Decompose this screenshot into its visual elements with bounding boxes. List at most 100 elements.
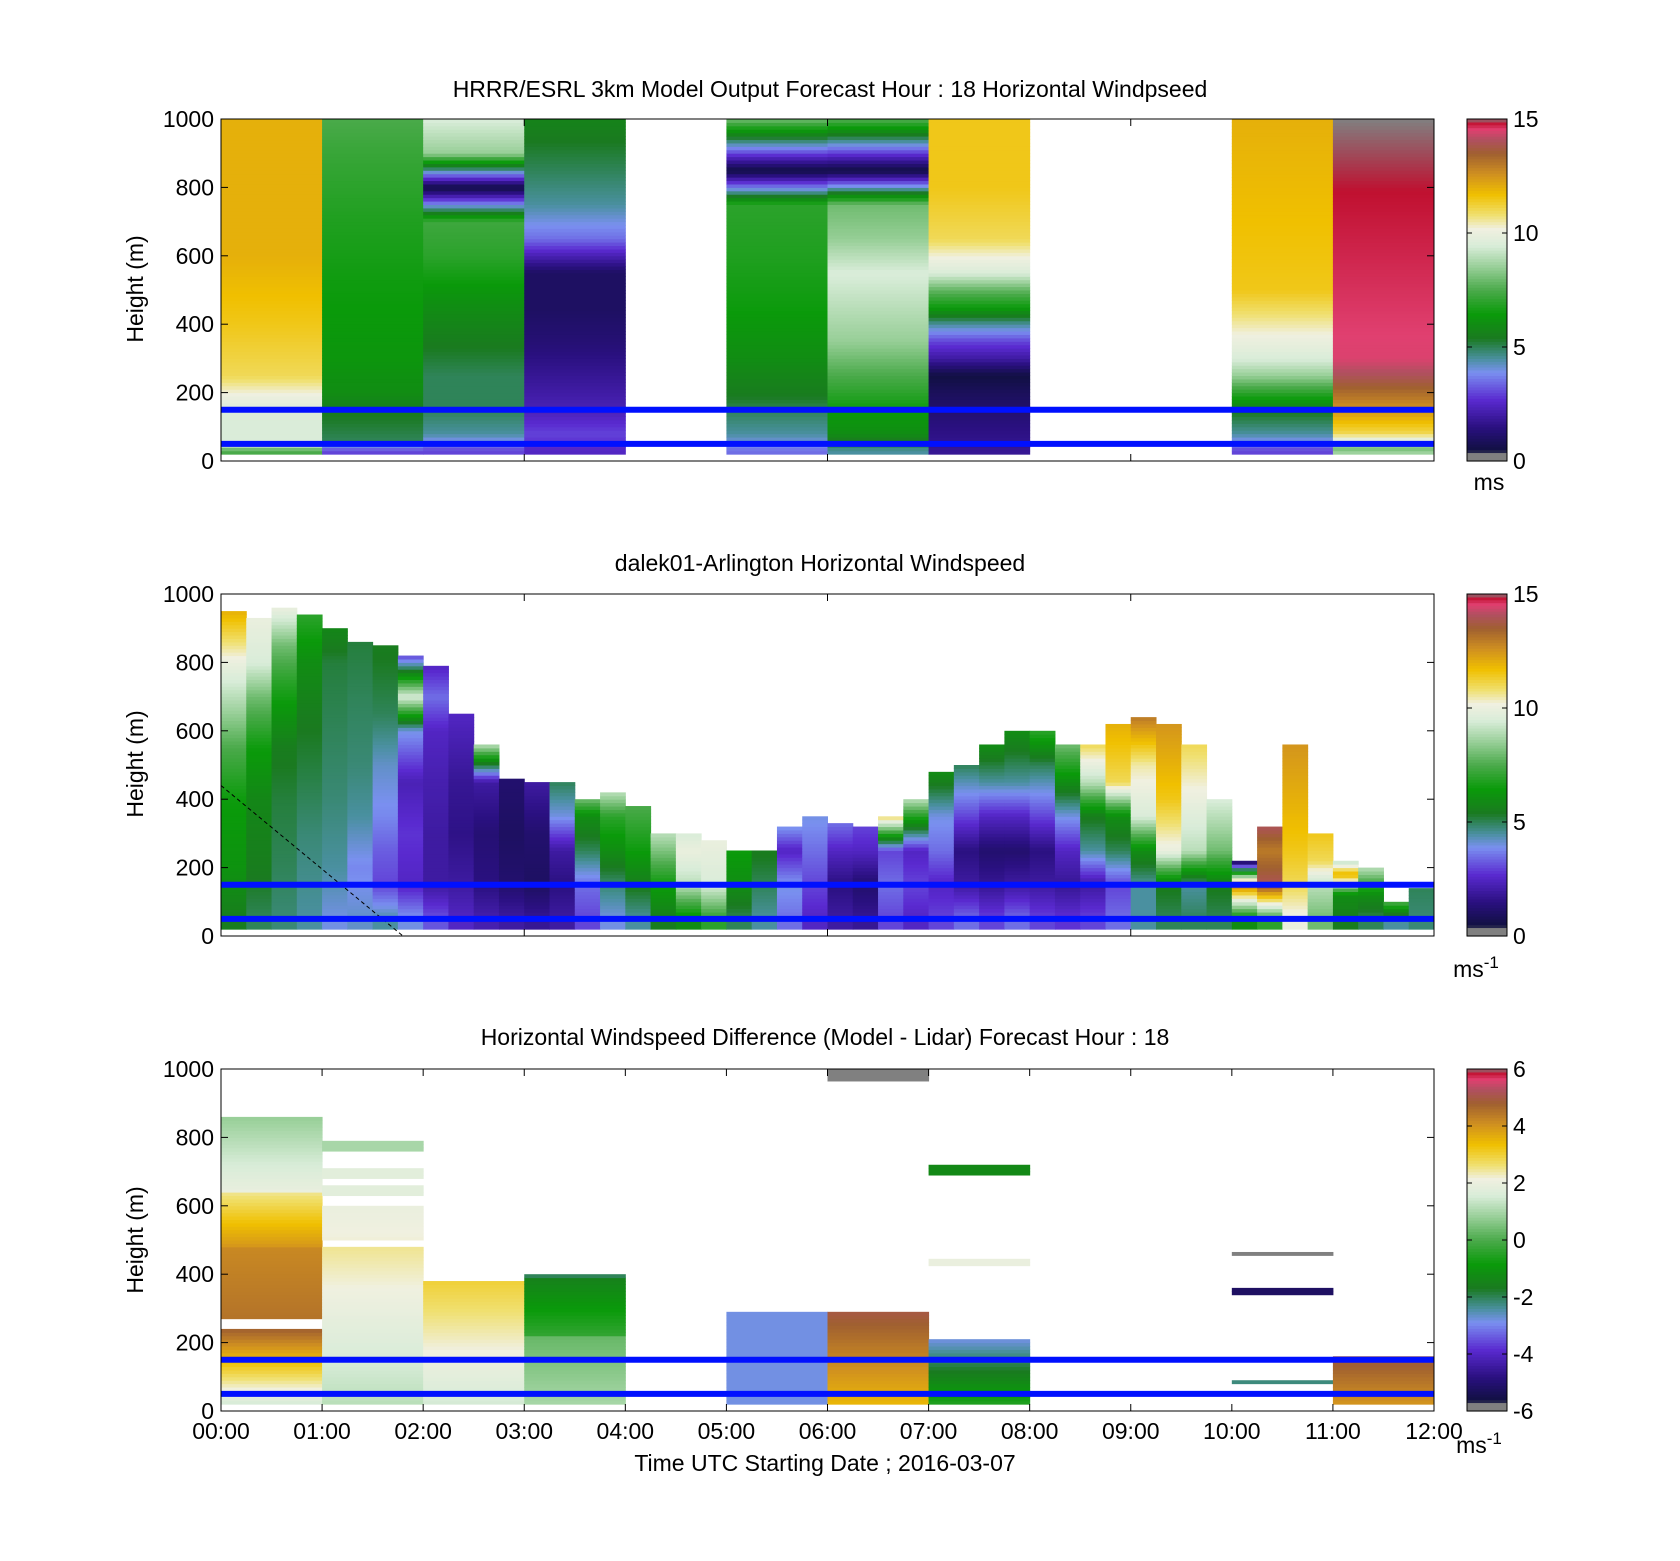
heatmap-cell (878, 867, 904, 872)
heatmap-cell (246, 799, 273, 804)
heatmap-cell (372, 922, 399, 927)
heatmap-cell (322, 1140, 424, 1145)
heatmap-cell (221, 840, 247, 845)
heatmap-cell (625, 843, 652, 848)
heatmap-cell (726, 419, 828, 424)
heatmap-cell (928, 293, 1031, 298)
heatmap-cell (600, 840, 626, 845)
heatmap-cell (979, 912, 1005, 916)
heatmap-cell (423, 419, 525, 424)
heatmap-cell (221, 385, 323, 390)
heatmap-cell (726, 396, 828, 400)
heatmap-cell (1332, 283, 1435, 288)
heatmap-cell (448, 806, 475, 810)
heatmap-cell (322, 372, 424, 376)
heatmap-cell (1231, 283, 1334, 288)
heatmap-cell (726, 1373, 828, 1378)
heatmap-cell (675, 925, 702, 930)
heatmap-cell (1105, 727, 1132, 732)
colorbar-band (1467, 1228, 1507, 1233)
heatmap-cell (372, 713, 399, 718)
heatmap-cell (271, 809, 298, 814)
heatmap-cell (903, 871, 930, 875)
heatmap-cell (221, 1274, 323, 1279)
heatmap-cell (953, 785, 980, 790)
heatmap-cell (246, 771, 273, 776)
heatmap-cell (549, 788, 576, 793)
colorbar-tick-label: 10 (1513, 220, 1539, 246)
heatmap-cell (498, 836, 525, 841)
heatmap-cell (1004, 874, 1031, 879)
heatmap-cell (827, 1349, 930, 1354)
heatmap-cell (322, 194, 424, 199)
colorbar-band (1467, 1382, 1507, 1386)
colorbar-band (1467, 164, 1507, 169)
heatmap-cell (347, 826, 374, 831)
heatmap-cell (322, 125, 424, 130)
heatmap-cell (271, 922, 298, 927)
heatmap-cell (423, 689, 449, 694)
heatmap-cell (726, 1342, 828, 1347)
heatmap-cell (423, 1311, 525, 1316)
heatmap-cell (751, 853, 778, 858)
heatmap-cell (1004, 891, 1031, 896)
heatmap-cell (524, 1387, 626, 1391)
heatmap-cell (1054, 799, 1081, 804)
heatmap-cell (423, 1294, 525, 1299)
heatmap-cell (1282, 840, 1309, 845)
heatmap-cell (498, 829, 525, 834)
heatmap-cell (423, 173, 525, 178)
heatmap-cell (246, 806, 273, 810)
heatmap-cell (1257, 901, 1283, 906)
heatmap-cell (1231, 149, 1334, 154)
heatmap-cell (1029, 836, 1056, 841)
heatmap-cell (549, 891, 576, 896)
heatmap-cell (1080, 792, 1106, 797)
heatmap-cell (322, 231, 424, 236)
heatmap-cell (1080, 744, 1106, 749)
heatmap-cell (221, 1144, 323, 1149)
heatmap-cell (1307, 833, 1334, 838)
heatmap-cell (524, 119, 626, 123)
heatmap-cell (701, 853, 727, 858)
heatmap-cell (903, 894, 930, 899)
heatmap-cell (928, 303, 1031, 308)
heatmap-cell (221, 1277, 323, 1282)
heatmap-cell (1105, 898, 1132, 903)
heatmap-cell (1105, 812, 1132, 817)
heatmap-cell (953, 826, 980, 831)
heatmap-cell (1332, 293, 1435, 298)
heatmap-cell (271, 871, 298, 875)
heatmap-cell (423, 163, 525, 168)
colorbar-band (1467, 1086, 1507, 1090)
heatmap-cell (1080, 857, 1106, 862)
colorbar-band (1467, 344, 1507, 348)
heatmap-cell (448, 744, 475, 749)
heatmap-cell (524, 180, 626, 185)
heatmap-cell (448, 768, 475, 773)
heatmap-cell (296, 905, 323, 910)
colorbar-band (1467, 352, 1507, 357)
heatmap-cell (1156, 843, 1182, 848)
heatmap-cell (448, 871, 475, 875)
colorbar-band (1467, 702, 1507, 706)
heatmap-cell (726, 334, 828, 339)
heatmap-cell (1181, 775, 1208, 780)
colorbar-band (1467, 642, 1507, 646)
heatmap-cell (322, 423, 424, 428)
heatmap-cell (423, 1346, 525, 1350)
heatmap-cell (827, 389, 930, 394)
heatmap-cell (372, 908, 399, 913)
colorbar-band (1467, 167, 1507, 171)
heatmap-cell (322, 303, 424, 308)
x-tick-label: 01:00 (293, 1418, 351, 1444)
heatmap-cell (1156, 891, 1182, 896)
heatmap-cell (322, 122, 424, 127)
heatmap-cell (928, 864, 955, 869)
colorbar-band (1467, 770, 1507, 775)
heatmap-cell (1332, 399, 1435, 404)
heatmap-cell (448, 891, 475, 896)
heatmap-cell (221, 1246, 323, 1251)
heatmap-cell (498, 782, 525, 787)
heatmap-cell (701, 860, 727, 865)
